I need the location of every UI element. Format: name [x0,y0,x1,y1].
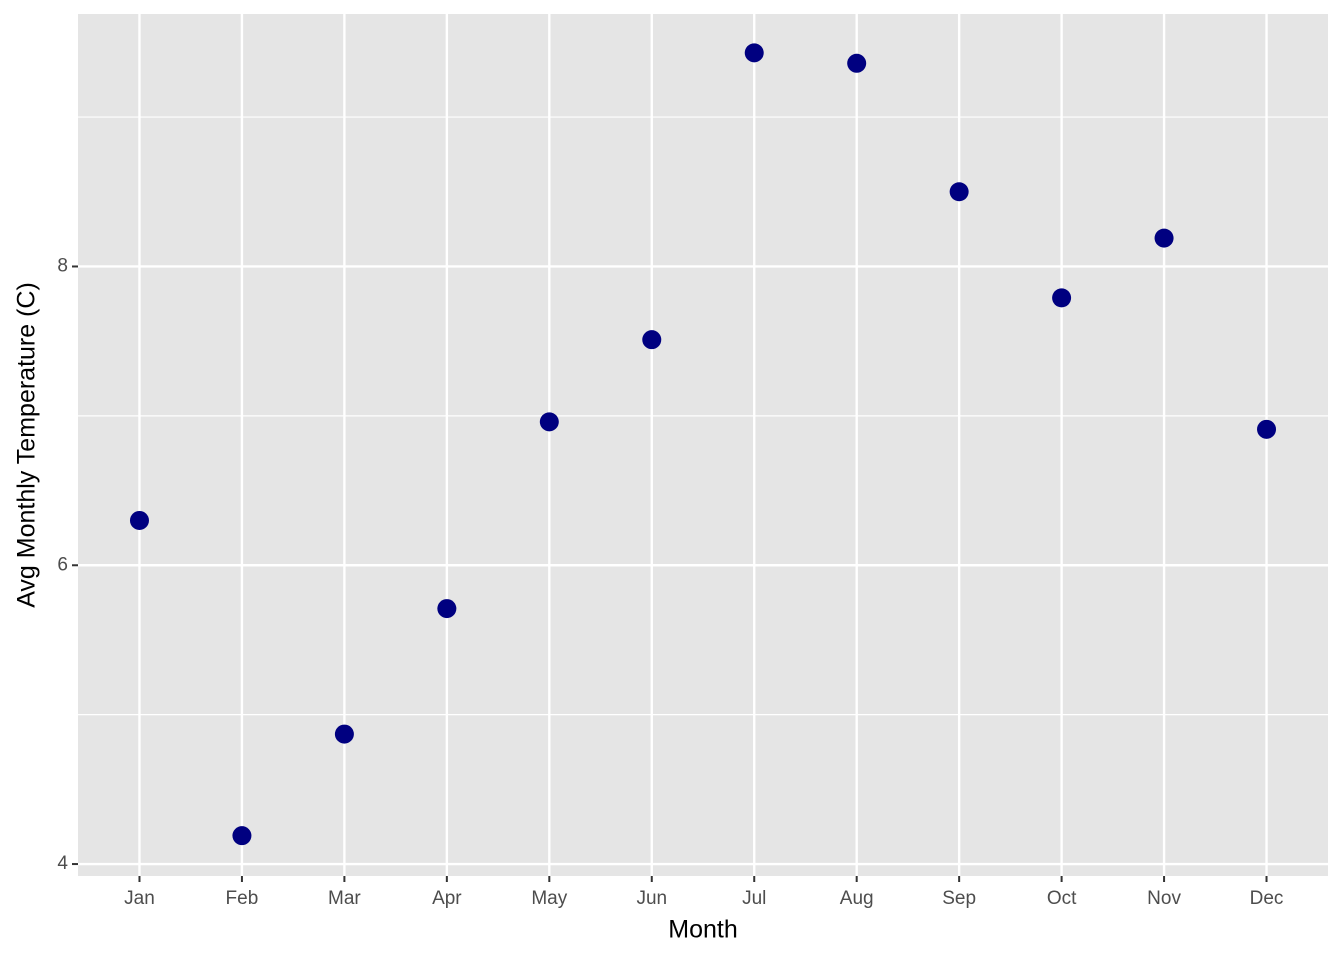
x-axis-title: Month [668,916,737,944]
x-tick-label: Jan [124,888,155,909]
point [334,724,354,744]
x-tick-label: Jul [742,888,766,909]
x-tick-label: May [531,888,567,909]
x-tick-label: Nov [1147,888,1181,909]
panel [78,14,1328,876]
point [539,412,559,432]
y-axis-title: Avg Monthly Temperature (C) [13,282,41,608]
x-tick-label: Jun [636,888,667,909]
x-tick-label: Dec [1250,888,1284,909]
x-tick-label: Mar [328,888,361,909]
y-tick-label: 6 [57,554,68,575]
x-tick-label: Sep [942,888,976,909]
point [1052,288,1072,308]
point [847,53,867,73]
x-tick-label: Feb [226,888,259,909]
y-tick-label: 4 [57,853,68,874]
x-tick-label: Oct [1047,888,1077,909]
point [744,43,764,63]
x-tick-label: Aug [840,888,874,909]
point [232,826,252,846]
point [1154,228,1174,248]
x-tick-label: Apr [432,888,462,909]
point [949,182,969,202]
point [437,599,457,619]
point [1257,419,1277,439]
point [129,510,149,530]
y-tick-label: 8 [57,255,68,276]
point [642,330,662,350]
